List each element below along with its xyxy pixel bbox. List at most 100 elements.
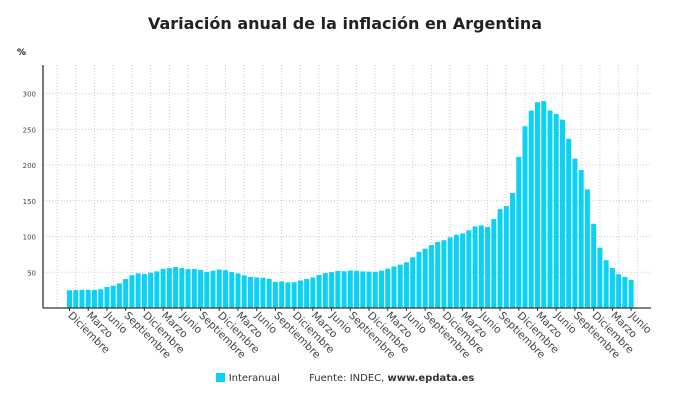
bar bbox=[229, 272, 235, 308]
bar bbox=[191, 269, 197, 308]
bar bbox=[403, 262, 409, 308]
bar bbox=[241, 275, 247, 308]
bar bbox=[422, 248, 428, 308]
bar bbox=[335, 270, 341, 308]
bar bbox=[535, 102, 540, 308]
bar bbox=[572, 158, 578, 308]
bar bbox=[266, 278, 272, 308]
bar bbox=[104, 286, 110, 308]
bar bbox=[173, 267, 179, 308]
bar bbox=[566, 138, 572, 308]
bar bbox=[391, 266, 397, 308]
legend-label: Interanual bbox=[228, 373, 280, 384]
bar bbox=[447, 237, 453, 308]
bar bbox=[441, 240, 447, 308]
bar bbox=[67, 290, 72, 308]
bar bbox=[347, 270, 353, 308]
bar bbox=[354, 270, 360, 308]
bar bbox=[341, 271, 347, 308]
bar bbox=[260, 277, 266, 308]
source-prefix: Fuente: INDEC, bbox=[309, 373, 388, 384]
bar bbox=[223, 270, 228, 308]
bar bbox=[329, 272, 335, 308]
bar bbox=[85, 289, 91, 308]
bar bbox=[304, 278, 310, 308]
bar bbox=[310, 277, 316, 308]
bar bbox=[547, 110, 553, 308]
bar bbox=[516, 156, 522, 308]
bar bbox=[628, 279, 634, 308]
bar bbox=[254, 277, 260, 308]
bar bbox=[622, 276, 628, 308]
bar bbox=[160, 268, 166, 308]
bar bbox=[198, 269, 204, 308]
legend: Interanual Fuente: INDEC, www.epdata.es bbox=[0, 373, 690, 384]
bar bbox=[73, 290, 79, 308]
bar bbox=[110, 285, 116, 308]
bar bbox=[485, 226, 491, 308]
bar bbox=[79, 289, 85, 308]
bar bbox=[129, 275, 135, 308]
bar bbox=[148, 272, 154, 308]
bar bbox=[472, 226, 478, 308]
bar bbox=[397, 264, 403, 308]
bar bbox=[154, 271, 160, 308]
bar bbox=[123, 279, 129, 308]
bar bbox=[416, 251, 422, 308]
y-tick-label: 100 bbox=[23, 234, 36, 242]
bar bbox=[91, 289, 97, 308]
y-tick-label: 300 bbox=[23, 91, 36, 99]
bar bbox=[297, 280, 303, 308]
bar bbox=[453, 234, 459, 308]
bar bbox=[210, 270, 216, 308]
legend-swatch bbox=[215, 373, 225, 382]
bar bbox=[428, 245, 434, 308]
bar bbox=[597, 247, 603, 308]
bar bbox=[116, 283, 122, 308]
bar bbox=[285, 282, 291, 308]
bar bbox=[591, 223, 597, 308]
bar bbox=[316, 274, 322, 308]
source-note: Fuente: INDEC, www.epdata.es bbox=[309, 373, 474, 384]
bar bbox=[553, 113, 559, 308]
bar bbox=[478, 225, 484, 308]
bar bbox=[360, 271, 366, 308]
y-tick-label: 200 bbox=[23, 162, 36, 170]
bar bbox=[366, 271, 372, 308]
bar bbox=[272, 281, 278, 308]
bar bbox=[185, 269, 191, 308]
bar bbox=[503, 206, 509, 308]
bar bbox=[603, 260, 609, 308]
bar bbox=[135, 273, 141, 308]
bar bbox=[291, 282, 297, 308]
y-axis-unit: % bbox=[17, 48, 27, 58]
bar bbox=[466, 230, 472, 308]
y-tick-label: 50 bbox=[27, 269, 36, 277]
bar bbox=[98, 289, 104, 308]
bar bbox=[204, 271, 210, 308]
bar-chart: 50100150200250300DiciembreMarzoJunioSept… bbox=[23, 65, 654, 361]
bar bbox=[510, 193, 516, 308]
bar bbox=[141, 273, 147, 308]
bar bbox=[497, 209, 503, 308]
bar bbox=[491, 219, 497, 308]
chart-title: Variación anual de la inflación en Argen… bbox=[147, 14, 543, 33]
bar bbox=[609, 268, 615, 308]
bar bbox=[279, 281, 285, 308]
bar bbox=[385, 268, 391, 308]
bar bbox=[410, 257, 416, 308]
bar bbox=[179, 268, 185, 308]
bar bbox=[372, 271, 378, 308]
bar bbox=[247, 276, 253, 308]
bar bbox=[528, 110, 534, 308]
bar bbox=[216, 269, 222, 308]
bar bbox=[460, 233, 466, 308]
bar bbox=[522, 126, 528, 308]
bar bbox=[235, 273, 241, 308]
source-site: www.epdata.es bbox=[387, 373, 475, 384]
bar bbox=[541, 101, 547, 308]
bar bbox=[379, 270, 384, 308]
bar bbox=[166, 268, 172, 308]
bar bbox=[559, 119, 565, 309]
bar bbox=[578, 170, 584, 308]
